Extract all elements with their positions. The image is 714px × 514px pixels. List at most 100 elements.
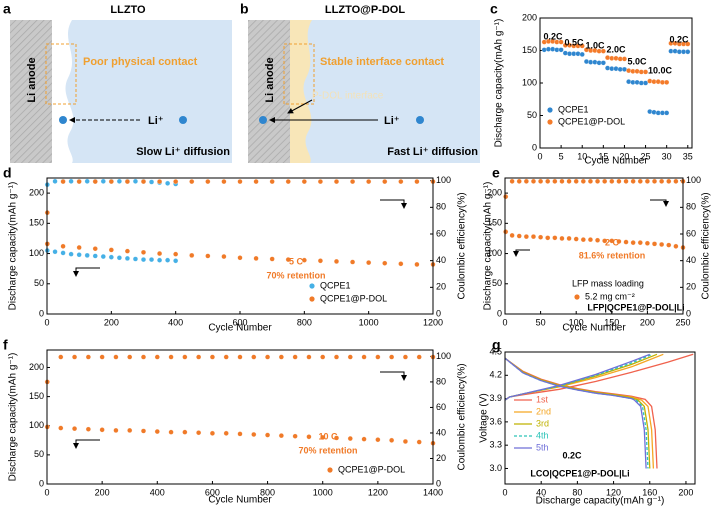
data-point (389, 437, 395, 443)
data-point (647, 109, 653, 115)
data-point (157, 179, 163, 185)
data-point (575, 51, 581, 57)
x-tick-label: 25 (641, 151, 651, 161)
data-point (375, 354, 381, 360)
y-tick-label: 4.5 (489, 346, 502, 356)
annotation: 0.2C (669, 34, 689, 44)
plot-area (44, 178, 436, 267)
y-tick-label: 150 (522, 45, 537, 55)
data-point (251, 431, 257, 438)
axis-indicator (73, 439, 100, 449)
ion-label: Li⁺ (148, 115, 164, 127)
data-point (375, 437, 381, 443)
y-tick-label: 200 (29, 362, 44, 372)
data-point (416, 354, 422, 360)
anode (10, 20, 52, 163)
data-point (600, 48, 606, 54)
x-tick-label: 1000 (359, 317, 379, 327)
data-point (168, 354, 174, 360)
annotation: 5.0C (627, 56, 647, 66)
data-point (366, 260, 372, 266)
data-point (623, 239, 629, 245)
data-point (52, 178, 58, 184)
data-point (85, 426, 91, 432)
data-point (666, 242, 672, 248)
data-point (552, 235, 558, 241)
data-point (361, 436, 367, 442)
data-point (626, 79, 632, 85)
data-point (205, 179, 211, 185)
data-point (382, 179, 388, 185)
data-point (666, 178, 672, 184)
x-tick-label: 200 (95, 487, 110, 497)
x-tick-label: 0 (502, 487, 507, 497)
data-point (672, 48, 678, 54)
data-point (182, 429, 188, 435)
data-point (100, 254, 106, 260)
annotation: 5 C (289, 256, 304, 266)
data-point (382, 260, 388, 266)
data-point (108, 247, 114, 253)
y-tick-label: 50 (527, 110, 537, 120)
y-tick-label: 100 (29, 420, 44, 430)
data-point (333, 258, 340, 264)
legend-label: 5.2 mg cm⁻² (585, 291, 635, 301)
legend-label: 1st (536, 394, 549, 404)
data-point (644, 178, 650, 184)
annotation: 10.0C (648, 65, 673, 75)
data-point (84, 252, 90, 258)
data-point (651, 241, 658, 247)
x-tick-label: 0 (44, 487, 49, 497)
legend-label: QCPE1@P-DOL (320, 293, 387, 303)
legend-label: QCPE1 (558, 104, 589, 114)
data-point (552, 178, 558, 184)
data-point (92, 179, 98, 185)
panel-2: e0 50 100 150 200 250050100150200020406080100… (483, 165, 712, 334)
data-point (58, 354, 64, 360)
data-point (237, 255, 243, 261)
data-point (124, 179, 130, 185)
data-point (52, 249, 58, 255)
data-point (643, 69, 649, 75)
x-tick-label: 150 (604, 317, 619, 327)
data-point (301, 179, 307, 185)
data-point (398, 179, 404, 185)
x-tick-label: 40 (536, 487, 546, 497)
data-point (566, 235, 572, 241)
x-tick-label: 1000 (313, 487, 333, 497)
data-point (573, 236, 579, 242)
data-point (523, 178, 529, 184)
anode-label: Li anode (264, 57, 276, 102)
zoom-box (45, 43, 77, 105)
legend-label: 5th (536, 442, 549, 452)
data-point (350, 179, 356, 185)
data-point (416, 439, 422, 445)
data-point (595, 237, 601, 243)
data-point (132, 256, 139, 262)
data-point (157, 251, 163, 257)
x-axis-label: Cycle Number (208, 495, 272, 506)
data-point (68, 251, 74, 257)
data-point (251, 354, 257, 360)
data-point (127, 427, 133, 433)
data-point (538, 178, 544, 184)
data-point (99, 427, 105, 433)
x-tick-label: 600 (205, 487, 220, 497)
data-point (154, 429, 160, 435)
contact-label: Poor physical contact (83, 56, 198, 68)
data-point (265, 354, 271, 360)
diagram-title: LLZTO@P-DOL (325, 4, 405, 16)
legend-title: LFP mass loading (572, 278, 644, 288)
data-point (76, 244, 82, 251)
data-point (140, 428, 147, 434)
panel-a: a LLZTO Li anode Poor physical contact L… (3, 1, 232, 163)
data-point (559, 178, 565, 184)
data-point (60, 179, 66, 185)
y-tick-label: 100 (29, 248, 44, 258)
x-axis-label: Cycle Number (562, 323, 626, 334)
data-point (545, 178, 551, 184)
data-point (92, 246, 98, 252)
y-tick-label: 3.0 (489, 463, 502, 473)
data-point (587, 237, 593, 243)
annotation: 0.2C (562, 450, 582, 460)
